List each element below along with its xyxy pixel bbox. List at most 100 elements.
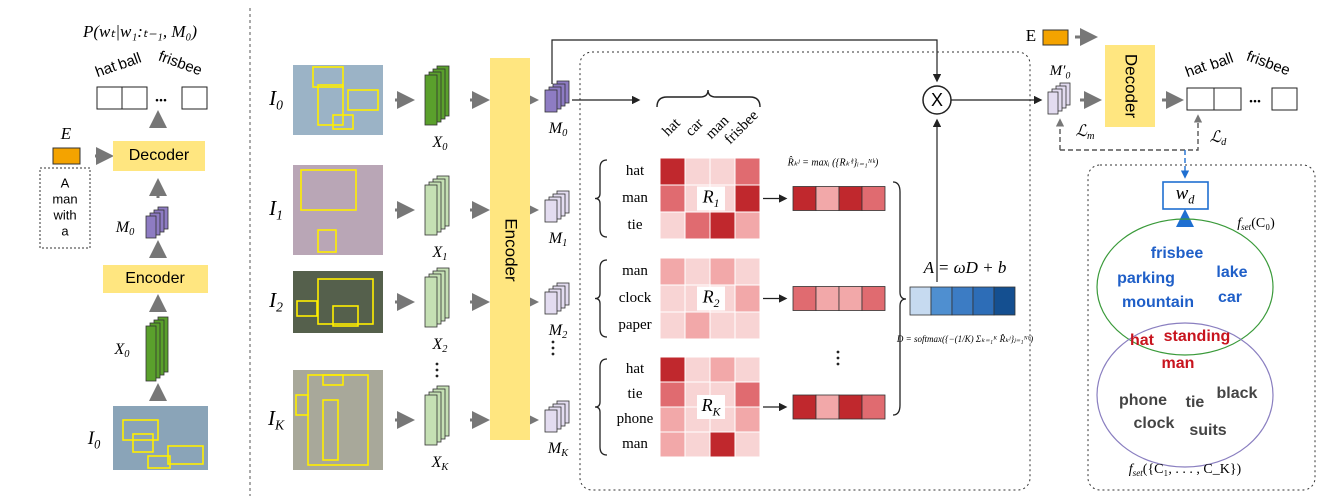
memory-label-base: M (548, 120, 564, 137)
row-brace (594, 259, 608, 338)
row-word: hat (626, 361, 645, 377)
prompt-box (39, 167, 91, 249)
word-ck: black (1217, 385, 1258, 402)
word-distribution-label-base: w (1176, 183, 1189, 204)
max-cell (815, 186, 840, 211)
decoder-label: Decoder (1122, 54, 1141, 119)
feature-label-sub: 0 (442, 142, 448, 153)
matrix-label: R2 (702, 287, 720, 310)
detection-box (317, 278, 374, 325)
detection-box (167, 445, 204, 465)
embedding-label: E (1026, 26, 1036, 45)
relevance-cell (734, 157, 761, 186)
set-label-rest: ({C₁, . . . , C_K}) (1143, 462, 1242, 477)
ellipsis-dot (836, 362, 840, 366)
word-shared: standing (1164, 328, 1231, 345)
feature-label-sub: 1 (442, 252, 447, 263)
matrix-label-base: R (702, 287, 714, 307)
feature-label-base: X (432, 244, 444, 261)
memory-label-base: M (548, 322, 564, 339)
max-formula: R̂ₖʲ = maxᵢ ({Rₖⁱʲ}ᵢ₌₁ᴺᵏ) (787, 156, 879, 169)
feature-label: X0 (432, 134, 449, 154)
memory (544, 89, 558, 113)
ellipsis-dot (551, 352, 555, 356)
relevance-cell (709, 257, 736, 286)
word-ck: tie (1186, 394, 1205, 411)
column-word: car (682, 115, 706, 139)
ellipsis-dot (836, 356, 840, 360)
memory-label: M0 (548, 120, 568, 140)
detection-box (300, 169, 357, 211)
image-label: I1 (268, 196, 283, 223)
loss-path (1060, 114, 1203, 151)
max-cell (838, 394, 863, 420)
ellipsis-dot (435, 368, 439, 372)
encoder-label: Encoder (502, 218, 521, 282)
relevance-cell (734, 406, 761, 433)
image-label-sub: 0 (276, 97, 283, 112)
row-word: tie (628, 386, 643, 402)
relevance-cell (709, 356, 736, 383)
embedding (52, 147, 81, 165)
max-cell (861, 286, 886, 311)
relevance-cell (734, 284, 761, 313)
attention-cell (951, 286, 974, 316)
word-shared: man (1162, 355, 1195, 372)
prompt-word: a (61, 223, 69, 238)
word-slot (1186, 87, 1215, 111)
feature (424, 74, 438, 126)
memory-label-base: M (115, 219, 131, 236)
row-word: hat (626, 163, 645, 179)
detection-box (332, 305, 359, 327)
feature-label: X0 (114, 341, 131, 361)
word-c0: lake (1216, 264, 1247, 281)
matrix-label-bg (697, 286, 725, 311)
attention-cell (909, 286, 932, 316)
relevance-cell (709, 431, 736, 458)
image-label-sub: K (274, 417, 285, 432)
output-word: frisbee (156, 48, 204, 79)
prompt-word: A (61, 175, 70, 190)
detection-box (322, 374, 344, 386)
word-slot (96, 86, 123, 110)
memory-label: M0 (115, 219, 135, 239)
memory-label-sub: 0 (129, 227, 135, 238)
detection-box (317, 229, 337, 253)
set-label: fset({C₁, . . . , C_K}) (1129, 462, 1242, 478)
detection-box (147, 455, 171, 469)
feature (145, 325, 157, 382)
photo (293, 271, 383, 333)
relevance-cell (734, 356, 761, 383)
word-ck: phone (1119, 392, 1167, 409)
output-word: frisbee (1244, 48, 1292, 79)
image-label-base: I (268, 196, 277, 220)
matrix-label-base: R (702, 187, 714, 207)
prompt-word: man (52, 191, 77, 206)
max-cell (792, 286, 817, 311)
row-word: tie (628, 217, 643, 233)
image-label-base: I (267, 406, 276, 430)
matrix-label-sub: 2 (714, 297, 720, 310)
word-slot (1271, 87, 1298, 111)
relevance-cell (734, 257, 761, 286)
relevance-cell (734, 311, 761, 340)
ellipsis-dot (435, 374, 439, 378)
matrix-label-sub: K (712, 405, 722, 418)
memory-label-base: M′ (1049, 63, 1066, 79)
relevance-cell (734, 431, 761, 458)
matrix-label-base: R (701, 395, 713, 415)
relevance-cell (684, 311, 711, 340)
memory-label-base: M (548, 230, 564, 247)
row-word: man (622, 436, 648, 452)
feature (424, 276, 438, 328)
set-label-sub: set (1133, 468, 1144, 478)
decoder (1105, 45, 1155, 127)
set-label-base: f (1129, 462, 1135, 477)
feature-label-sub: 0 (124, 349, 130, 360)
relevance-cell (659, 284, 686, 313)
feature-label-sub: K (440, 462, 449, 473)
loss-label: ℒd (1210, 129, 1228, 149)
word-c0: parking (1117, 270, 1175, 287)
memory-label: M1 (548, 230, 568, 250)
image-label-sub: 2 (276, 299, 283, 314)
